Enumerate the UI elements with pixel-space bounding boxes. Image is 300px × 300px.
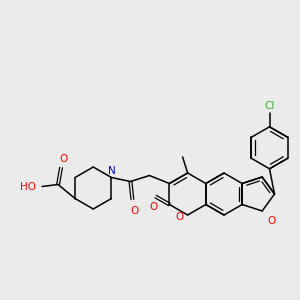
Text: O: O: [59, 154, 67, 164]
Text: O: O: [130, 206, 139, 215]
Text: O: O: [149, 202, 158, 212]
Text: Cl: Cl: [264, 101, 275, 111]
Text: HO: HO: [20, 182, 36, 191]
Text: N: N: [108, 166, 115, 176]
Text: O: O: [176, 212, 184, 222]
Text: O: O: [267, 216, 275, 226]
